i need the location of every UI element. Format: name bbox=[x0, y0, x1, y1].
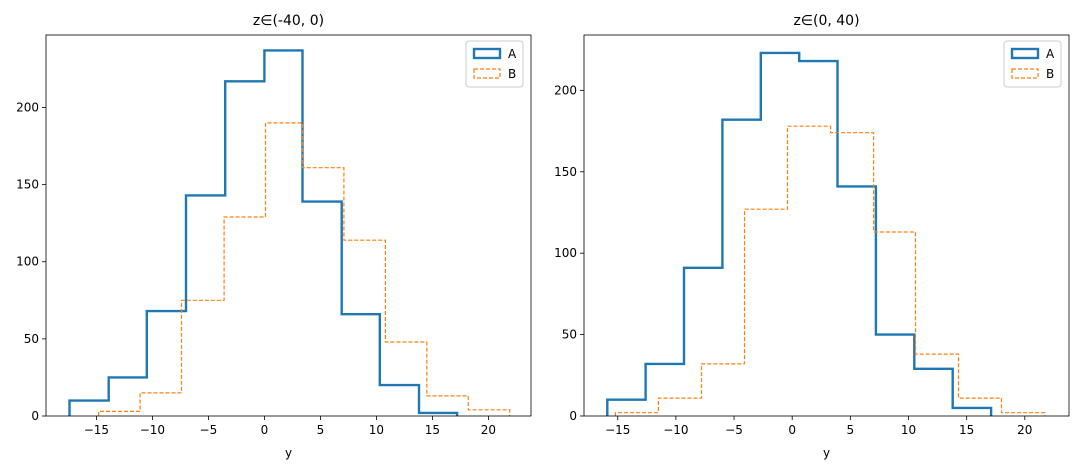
series-B-outline bbox=[98, 122, 511, 416]
legend: AB bbox=[1003, 40, 1062, 88]
x-tick-label: 15 bbox=[959, 423, 974, 437]
legend-label-A: A bbox=[1046, 47, 1055, 61]
legend-box bbox=[465, 40, 524, 88]
y-tick-label: 150 bbox=[16, 178, 39, 192]
y-tick-label: 200 bbox=[16, 100, 39, 114]
x-tick-label: −5 bbox=[725, 423, 743, 437]
x-tick-label: −15 bbox=[605, 423, 630, 437]
legend: AB bbox=[465, 40, 524, 88]
x-tick-label: 20 bbox=[1017, 423, 1032, 437]
y-tick-label: 50 bbox=[24, 332, 39, 346]
y-tick-label: 100 bbox=[554, 246, 577, 260]
plot-title: z∈(-40, 0) bbox=[253, 13, 324, 29]
series-A-outline bbox=[606, 51, 993, 416]
plot-frame bbox=[583, 34, 1070, 417]
x-tick-label: 15 bbox=[425, 423, 440, 437]
x-tick-label: 0 bbox=[261, 423, 269, 437]
series-B-outline bbox=[614, 125, 1046, 416]
x-tick-label: 20 bbox=[481, 423, 496, 437]
x-tick-label: 0 bbox=[788, 423, 796, 437]
legend-swatch-B bbox=[1011, 68, 1039, 79]
plot-frame bbox=[45, 34, 532, 417]
legend-label-B: B bbox=[1046, 67, 1054, 81]
series-A-outline bbox=[68, 49, 459, 416]
x-tick-label: −10 bbox=[140, 423, 165, 437]
y-tick-label: 200 bbox=[554, 83, 577, 97]
legend-label-A: A bbox=[508, 47, 517, 61]
x-tick-label: 10 bbox=[901, 423, 916, 437]
x-axis-label: y bbox=[823, 446, 830, 460]
legend-label-B: B bbox=[508, 67, 516, 81]
plot-title: z∈(0, 40) bbox=[793, 13, 859, 29]
y-tick-label: 150 bbox=[554, 165, 577, 179]
x-tick-label: 10 bbox=[369, 423, 384, 437]
legend-box bbox=[1003, 40, 1062, 88]
x-tick-label: −15 bbox=[84, 423, 109, 437]
y-tick-label: 0 bbox=[569, 409, 577, 423]
y-tick-label: 0 bbox=[31, 409, 39, 423]
x-axis-label: y bbox=[285, 446, 292, 460]
legend-swatch-A bbox=[1010, 47, 1040, 60]
x-tick-label: −10 bbox=[663, 423, 688, 437]
legend-swatch-A bbox=[472, 47, 502, 60]
y-tick-label: 100 bbox=[16, 255, 39, 269]
x-tick-label: −5 bbox=[200, 423, 218, 437]
x-tick-label: 5 bbox=[847, 423, 855, 437]
x-tick-label: 5 bbox=[317, 423, 325, 437]
y-tick-label: 50 bbox=[562, 328, 577, 342]
legend-swatch-B bbox=[473, 68, 501, 79]
